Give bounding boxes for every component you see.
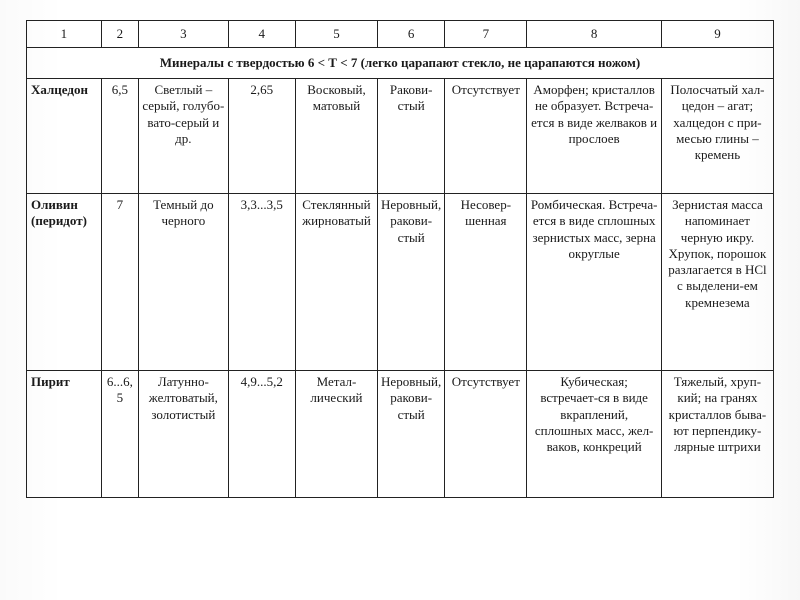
mineral-name: Оливин (перидот) [27,194,102,371]
cell: Аморфен; кристаллов не образует. Встреча… [527,79,661,194]
col-num-7: 7 [445,21,527,48]
section-title-row: Минералы с твердостью 6 < Т < 7 (легко ц… [27,48,774,79]
cell: 6...6,5 [101,371,138,498]
cell: 3,3...3,5 [228,194,295,371]
cell: Ракови-стый [378,79,445,194]
cell: Зернистая масса напоминает черную икру. … [661,194,773,371]
cell: Неровный, ракови-стый [378,371,445,498]
col-num-5: 5 [295,21,377,48]
cell: Тяжелый, хруп-кий; на гранях кристаллов … [661,371,773,498]
cell: Несовер-шенная [445,194,527,371]
table-row: Халцедон 6,5 Светлый – серый, голубо-ват… [27,79,774,194]
cell: 4,9...5,2 [228,371,295,498]
page: 1 2 3 4 5 6 7 8 9 Минералы с твердостью … [0,0,800,600]
cell: Неровный, ракови-стый [378,194,445,371]
cell: Метал-лический [295,371,377,498]
minerals-table: 1 2 3 4 5 6 7 8 9 Минералы с твердостью … [26,20,774,498]
section-title: Минералы с твердостью 6 < Т < 7 (легко ц… [27,48,774,79]
col-num-6: 6 [378,21,445,48]
col-num-2: 2 [101,21,138,48]
mineral-name: Пирит [27,371,102,498]
cell: 7 [101,194,138,371]
cell: Полосчатый хал-цедон – агат; халцедон с … [661,79,773,194]
cell: Кубическая; встречает-ся в виде вкраплен… [527,371,661,498]
cell: 6,5 [101,79,138,194]
cell: Отсутствует [445,371,527,498]
cell: Стеклянный жирноватый [295,194,377,371]
col-num-1: 1 [27,21,102,48]
mineral-name: Халцедон [27,79,102,194]
col-num-8: 8 [527,21,661,48]
col-num-3: 3 [139,21,229,48]
cell: Отсутствует [445,79,527,194]
cell: Светлый – серый, голубо-вато-серый и др. [139,79,229,194]
cell: Восковый, матовый [295,79,377,194]
header-row: 1 2 3 4 5 6 7 8 9 [27,21,774,48]
cell: Темный до черного [139,194,229,371]
col-num-9: 9 [661,21,773,48]
cell: 2,65 [228,79,295,194]
table-row: Оливин (перидот) 7 Темный до черного 3,3… [27,194,774,371]
table-row: Пирит 6...6,5 Латунно-желтоватый, золоти… [27,371,774,498]
cell: Ромбическая. Встреча-ется в виде сплошны… [527,194,661,371]
cell: Латунно-желтоватый, золотистый [139,371,229,498]
col-num-4: 4 [228,21,295,48]
